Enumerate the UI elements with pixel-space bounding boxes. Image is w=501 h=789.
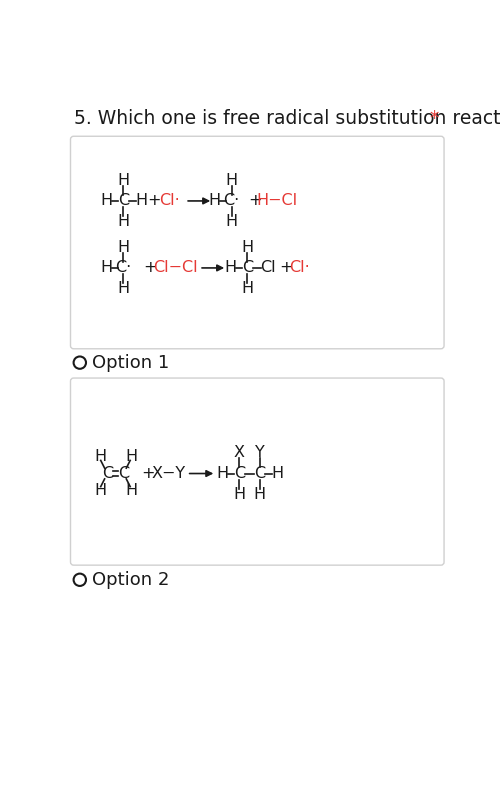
Text: +: + [147,193,161,208]
Text: H: H [125,449,137,464]
Text: Cl·: Cl· [289,260,310,275]
Text: H: H [233,487,245,502]
Text: C·: C· [223,193,239,208]
FancyBboxPatch shape [70,378,443,565]
Text: 5. Which one is free radical substitution reaction?: 5. Which one is free radical substitutio… [74,109,501,128]
Text: Y: Y [254,445,264,460]
Text: C: C [241,260,253,275]
Text: +: + [279,260,292,275]
Text: H: H [125,483,137,498]
Text: H−Cl: H−Cl [256,193,297,208]
Text: H: H [117,281,129,296]
Text: *: * [423,109,438,128]
Text: Cl−Cl: Cl−Cl [153,260,198,275]
Text: +: + [141,466,154,481]
Text: C: C [102,466,113,481]
Text: C: C [233,466,244,481]
Text: C: C [254,466,265,481]
Text: C·: C· [115,260,131,275]
Text: +: + [247,193,261,208]
Text: X: X [233,445,244,460]
FancyBboxPatch shape [70,136,443,349]
Text: H: H [216,466,228,481]
Text: H: H [240,240,253,255]
Text: H: H [253,487,265,502]
Text: H: H [208,193,220,208]
Text: C: C [117,466,128,481]
Text: H: H [100,260,112,275]
Text: H: H [117,173,129,188]
Text: Cl·: Cl· [159,193,180,208]
Text: H: H [94,483,106,498]
Text: H: H [117,215,129,230]
Text: X−Y: X−Y [151,466,185,481]
Text: H: H [100,193,112,208]
Text: H: H [225,215,237,230]
Text: H: H [223,260,236,275]
Text: H: H [135,193,147,208]
Text: H: H [117,240,129,255]
Text: H: H [240,281,253,296]
Text: Cl: Cl [260,260,276,275]
Text: +: + [142,260,156,275]
Text: H: H [94,449,106,464]
Text: H: H [271,466,283,481]
Text: Option 1: Option 1 [92,353,169,372]
Text: H: H [225,173,237,188]
Text: Option 2: Option 2 [92,570,169,589]
Text: C: C [117,193,128,208]
